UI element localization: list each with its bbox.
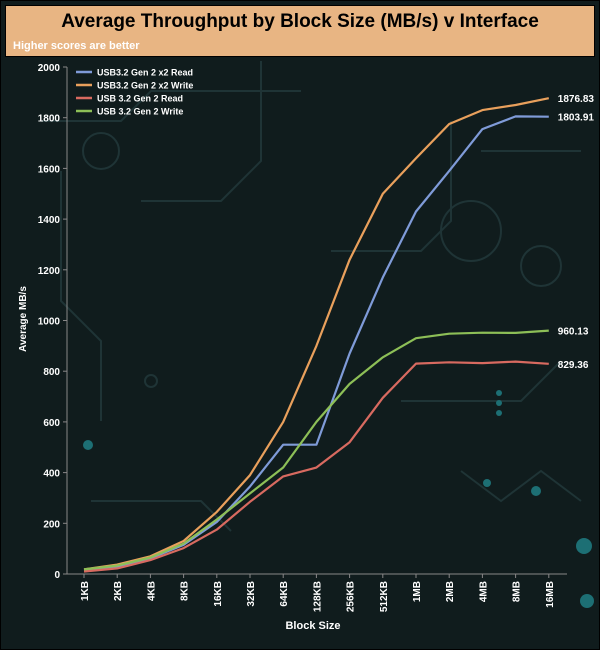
x-tick-label: 128KB bbox=[312, 581, 323, 612]
chart-title: Average Throughput by Block Size (MB/s) … bbox=[61, 11, 539, 32]
x-tick-label: 32KB bbox=[246, 581, 257, 607]
series-end-label: 960.13 bbox=[558, 327, 589, 338]
legend-label: USB3.2 Gen 2 x2 Read bbox=[97, 68, 193, 78]
series-end-label: 829.36 bbox=[558, 360, 589, 371]
series-end-labels: 1803.91 1876.83 829.36 960.13 bbox=[558, 94, 595, 371]
y-tick-label: 1000 bbox=[38, 317, 61, 328]
y-tick-label: 2000 bbox=[38, 63, 61, 74]
series-lines bbox=[83, 97, 550, 573]
chart-legend: USB3.2 Gen 2 x2 Read USB3.2 Gen 2 x2 Writ… bbox=[76, 68, 193, 117]
x-tick-label: 2MB bbox=[445, 581, 456, 602]
x-tick-label: 4KB bbox=[146, 581, 157, 601]
x-tick-label: 2KB bbox=[113, 581, 124, 601]
y-tick-label: 600 bbox=[43, 418, 60, 429]
y-tick-label: 1600 bbox=[38, 164, 61, 175]
series-end-label: 1803.91 bbox=[558, 113, 595, 124]
y-tick-label: 1800 bbox=[38, 114, 61, 125]
x-tick-label: 16MB bbox=[545, 581, 556, 608]
x-tick-label: 16KB bbox=[213, 581, 224, 607]
series-end-label: 1876.83 bbox=[558, 94, 595, 105]
legend-label: USB 3.2 Gen 2 Read bbox=[97, 94, 183, 104]
legend-label: USB 3.2 Gen 2 Write bbox=[97, 107, 183, 117]
axis-ticks: 0 200 400 600 800 1000 1200 1400 1600 1800 2000 1KB… bbox=[38, 63, 556, 612]
y-tick-label: 1400 bbox=[38, 215, 61, 226]
circuit-background-decoration bbox=[41, 61, 582, 532]
x-tick-label: 256KB bbox=[346, 581, 357, 612]
circuit-dot-decoration bbox=[83, 390, 594, 608]
chart-subtitle: Higher scores are better bbox=[13, 40, 140, 52]
legend-label: USB3.2 Gen 2 x2 Write bbox=[97, 81, 193, 91]
y-tick-label: 800 bbox=[43, 367, 60, 378]
series-line bbox=[83, 360, 549, 573]
y-tick-label: 0 bbox=[54, 570, 60, 581]
x-tick-label: 1KB bbox=[80, 581, 91, 601]
x-axis-title: Block Size bbox=[285, 620, 340, 632]
chart-header: Average Throughput by Block Size (MB/s) … bbox=[5, 5, 595, 57]
series-line bbox=[83, 329, 549, 571]
x-tick-label: 64KB bbox=[279, 581, 290, 607]
x-tick-label: 8KB bbox=[180, 581, 191, 601]
x-tick-label: 512KB bbox=[379, 581, 390, 612]
x-tick-label: 4MB bbox=[478, 581, 489, 602]
series-line bbox=[83, 97, 550, 571]
x-tick-label: 1MB bbox=[412, 581, 423, 602]
y-tick-label: 200 bbox=[43, 519, 60, 530]
y-tick-label: 400 bbox=[43, 469, 60, 480]
y-axis-title: Average MB/s bbox=[18, 286, 29, 352]
y-tick-label: 1200 bbox=[38, 266, 61, 277]
x-tick-label: 8MB bbox=[512, 581, 523, 602]
